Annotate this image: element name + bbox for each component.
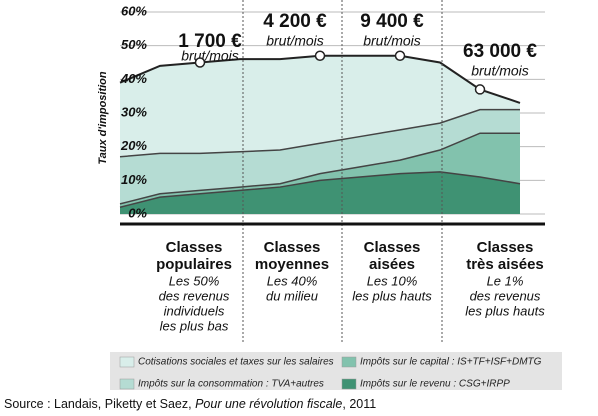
annotation-label: 4 200 €: [263, 11, 327, 32]
y-tick-label: 50%: [121, 37, 147, 52]
legend-swatch: [341, 378, 357, 390]
source: Source : Landais, Piketty et Saez, Pour …: [4, 397, 376, 411]
annotation-sub: brut/mois: [181, 48, 239, 64]
group-desc: les plus hauts: [352, 288, 432, 303]
group-desc: individuels: [164, 303, 225, 318]
legend-label: Impôts sur le revenu : CSG+IRPP: [360, 379, 510, 390]
y-tick-label: 60%: [121, 3, 147, 18]
group-name: Classes: [264, 239, 321, 256]
group-desc: les plus hauts: [465, 303, 545, 318]
group-desc: du milieu: [266, 288, 318, 303]
annotation-sub: brut/mois: [471, 63, 529, 79]
group-name: aisées: [369, 256, 415, 273]
legend-box: [110, 352, 562, 390]
annotation-marker: [474, 84, 486, 95]
area-edge: [119, 171, 521, 208]
annotation-marker: [194, 57, 206, 68]
legend-swatch: [119, 356, 135, 368]
area-edge: [119, 108, 520, 158]
source-part: Source : Landais, Piketty et Saez,: [4, 397, 195, 411]
group-name: très aisées: [466, 256, 544, 273]
group-desc: Les 40%: [267, 273, 318, 288]
group-name: Classes: [364, 239, 421, 256]
y-tick-label: 10%: [121, 172, 147, 187]
group-name: populaires: [156, 256, 232, 273]
group-name: Classes: [166, 239, 223, 256]
annotation-label: 9 400 €: [360, 11, 424, 32]
area: [120, 55, 520, 157]
group-desc: des revenus: [470, 288, 541, 303]
group-desc: Le 1%: [487, 273, 524, 288]
y-tick-label: 40%: [120, 71, 147, 86]
area: [120, 109, 520, 204]
group-desc: les plus bas: [160, 318, 229, 333]
legend-label: Impôts sur la consommation : TVA+autres: [138, 379, 324, 390]
group-name: moyennes: [255, 256, 329, 273]
y-axis-label: Taux d'imposition: [97, 71, 109, 165]
annotation-sub: brut/mois: [266, 33, 324, 49]
legend-label: Cotisations sociales et taxes sur les sa…: [138, 357, 334, 368]
legend-swatch: [341, 356, 357, 368]
annotation-marker: [314, 50, 326, 62]
group-desc: des revenus: [159, 288, 230, 303]
group-desc: Les 50%: [169, 273, 220, 288]
annotation-label: 1 700 €: [178, 31, 242, 52]
area: [120, 171, 520, 214]
annotation-sub: brut/mois: [363, 33, 421, 49]
y-tick-label: 20%: [120, 138, 147, 153]
source-part: Pour une révolution fiscale: [195, 397, 342, 411]
legend-label: Impôts sur le capital : IS+TF+ISF+DMTG: [360, 357, 542, 368]
annotation-label: 63 000 €: [463, 41, 537, 62]
y-tick-label: 30%: [121, 104, 147, 119]
annotation-marker: [394, 50, 406, 62]
group-desc: Les 10%: [367, 273, 418, 288]
area-edge: [119, 132, 520, 205]
legend-swatch: [119, 378, 135, 390]
y-tick-label: 0%: [128, 205, 147, 220]
group-name: Classes: [477, 239, 534, 256]
source-part: , 2011: [342, 397, 376, 411]
